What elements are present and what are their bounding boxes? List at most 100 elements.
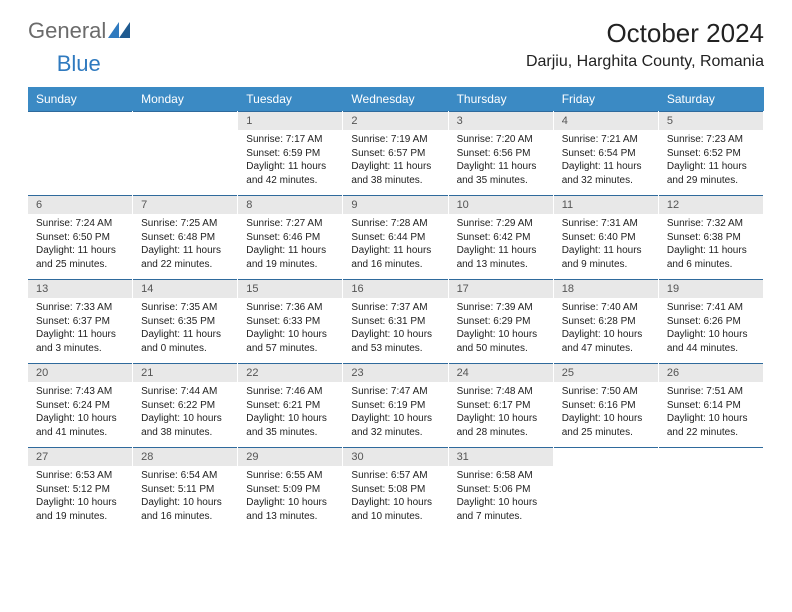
sunset-text: Sunset: 6:28 PM <box>562 315 650 329</box>
calendar-day-cell: 26Sunrise: 7:51 AMSunset: 6:14 PMDayligh… <box>659 363 764 447</box>
calendar-day-cell: 25Sunrise: 7:50 AMSunset: 6:16 PMDayligh… <box>554 363 659 447</box>
day-number: 3 <box>449 112 553 130</box>
calendar-day-cell: 5Sunrise: 7:23 AMSunset: 6:52 PMDaylight… <box>659 111 764 195</box>
day-details: Sunrise: 7:24 AMSunset: 6:50 PMDaylight:… <box>28 214 132 279</box>
day-number: 20 <box>28 364 132 382</box>
sunset-text: Sunset: 6:46 PM <box>246 231 334 245</box>
sunset-text: Sunset: 5:09 PM <box>246 483 334 497</box>
sunset-text: Sunset: 6:57 PM <box>351 147 439 161</box>
calendar-day-cell: 21Sunrise: 7:44 AMSunset: 6:22 PMDayligh… <box>133 363 238 447</box>
calendar-day-cell: 19Sunrise: 7:41 AMSunset: 6:26 PMDayligh… <box>659 279 764 363</box>
logo-icon <box>108 18 130 44</box>
calendar-day-cell: 17Sunrise: 7:39 AMSunset: 6:29 PMDayligh… <box>449 279 554 363</box>
weekday-header: Saturday <box>659 87 764 111</box>
day-details: Sunrise: 7:51 AMSunset: 6:14 PMDaylight:… <box>659 382 763 447</box>
day-details: Sunrise: 7:21 AMSunset: 6:54 PMDaylight:… <box>554 130 658 195</box>
daylight-text: Daylight: 11 hours and 13 minutes. <box>457 244 545 271</box>
sunset-text: Sunset: 6:16 PM <box>562 399 650 413</box>
sunrise-text: Sunrise: 7:46 AM <box>246 385 334 399</box>
daylight-text: Daylight: 10 hours and 47 minutes. <box>562 328 650 355</box>
calendar-day-cell: 31Sunrise: 6:58 AMSunset: 5:06 PMDayligh… <box>449 447 554 531</box>
calendar-day-cell: 15Sunrise: 7:36 AMSunset: 6:33 PMDayligh… <box>238 279 343 363</box>
day-details: Sunrise: 6:57 AMSunset: 5:08 PMDaylight:… <box>343 466 447 531</box>
day-number: 7 <box>133 196 237 214</box>
day-details: Sunrise: 6:54 AMSunset: 5:11 PMDaylight:… <box>133 466 237 531</box>
calendar-day-cell: 18 Sunrise: 7:40 AMSunset: 6:28 PMDayligh… <box>554 279 659 363</box>
daylight-text: Daylight: 10 hours and 28 minutes. <box>457 412 545 439</box>
day-details: Sunrise: 7:37 AMSunset: 6:31 PMDaylight:… <box>343 298 447 363</box>
calendar-day-cell: 8Sunrise: 7:27 AMSunset: 6:46 PMDaylight… <box>238 195 343 279</box>
day-number: 2 <box>343 112 447 130</box>
day-details: Sunrise: 7:43 AMSunset: 6:24 PMDaylight:… <box>28 382 132 447</box>
sunrise-text: Sunrise: 7:48 AM <box>457 385 545 399</box>
daylight-text: Daylight: 10 hours and 38 minutes. <box>141 412 229 439</box>
day-number: 9 <box>343 196 447 214</box>
sunset-text: Sunset: 6:40 PM <box>562 231 650 245</box>
calendar-day-cell: 28Sunrise: 6:54 AMSunset: 5:11 PMDayligh… <box>133 447 238 531</box>
day-details: Sunrise: 6:55 AMSunset: 5:09 PMDaylight:… <box>238 466 342 531</box>
daylight-text: Daylight: 11 hours and 35 minutes. <box>457 160 545 187</box>
day-number: 11 <box>554 196 658 214</box>
day-number: 14 <box>133 280 237 298</box>
day-details: Sunrise: 7:50 AMSunset: 6:16 PMDaylight:… <box>554 382 658 447</box>
sunrise-text: Sunrise: 7:33 AM <box>36 301 124 315</box>
daylight-text: Daylight: 11 hours and 6 minutes. <box>667 244 755 271</box>
day-number: 30 <box>343 448 447 466</box>
daylight-text: Daylight: 11 hours and 38 minutes. <box>351 160 439 187</box>
sunset-text: Sunset: 6:14 PM <box>667 399 755 413</box>
daylight-text: Daylight: 10 hours and 10 minutes. <box>351 496 439 523</box>
weekday-header: Sunday <box>28 87 133 111</box>
sunrise-text: Sunrise: 7:47 AM <box>351 385 439 399</box>
sunrise-text: Sunrise: 7:39 AM <box>457 301 545 315</box>
daylight-text: Daylight: 10 hours and 50 minutes. <box>457 328 545 355</box>
weekday-header: Monday <box>133 87 238 111</box>
day-number: 19 <box>659 280 763 298</box>
sunrise-text: Sunrise: 7:29 AM <box>457 217 545 231</box>
daylight-text: Daylight: 10 hours and 22 minutes. <box>667 412 755 439</box>
day-number: 16 <box>343 280 447 298</box>
sunrise-text: Sunrise: 7:41 AM <box>667 301 755 315</box>
weekday-header: Friday <box>554 87 659 111</box>
sunset-text: Sunset: 6:33 PM <box>246 315 334 329</box>
day-number: 29 <box>238 448 342 466</box>
day-details: Sunrise: 6:58 AMSunset: 5:06 PMDaylight:… <box>449 466 553 531</box>
calendar-day-cell: 11Sunrise: 7:31 AMSunset: 6:40 PMDayligh… <box>554 195 659 279</box>
calendar-day-cell: 20Sunrise: 7:43 AMSunset: 6:24 PMDayligh… <box>28 363 133 447</box>
logo-text-2: Blue <box>57 51 101 77</box>
day-number: 12 <box>659 196 763 214</box>
sunrise-text: Sunrise: 7:51 AM <box>667 385 755 399</box>
weekday-header-row: SundayMondayTuesdayWednesdayThursdayFrid… <box>28 87 764 111</box>
sunset-text: Sunset: 6:44 PM <box>351 231 439 245</box>
month-title: October 2024 <box>526 18 764 49</box>
day-number: 25 <box>554 364 658 382</box>
sunrise-text: Sunrise: 7:31 AM <box>562 217 650 231</box>
day-number: 6 <box>28 196 132 214</box>
day-details: Sunrise: 7:48 AMSunset: 6:17 PMDaylight:… <box>449 382 553 447</box>
sunset-text: Sunset: 6:35 PM <box>141 315 229 329</box>
title-block: October 2024 Darjiu, Harghita County, Ro… <box>526 18 764 71</box>
daylight-text: Daylight: 10 hours and 25 minutes. <box>562 412 650 439</box>
weekday-header: Tuesday <box>238 87 343 111</box>
day-number: 4 <box>554 112 658 130</box>
sunrise-text: Sunrise: 7:40 AM <box>562 301 650 315</box>
day-number: 18 <box>554 280 658 298</box>
daylight-text: Daylight: 10 hours and 19 minutes. <box>36 496 124 523</box>
calendar-day-cell: 3Sunrise: 7:20 AMSunset: 6:56 PMDaylight… <box>449 111 554 195</box>
calendar-week-row: 6Sunrise: 7:24 AMSunset: 6:50 PMDaylight… <box>28 195 764 279</box>
daylight-text: Daylight: 11 hours and 29 minutes. <box>667 160 755 187</box>
sunset-text: Sunset: 6:56 PM <box>457 147 545 161</box>
day-details: Sunrise: 7:27 AMSunset: 6:46 PMDaylight:… <box>238 214 342 279</box>
sunrise-text: Sunrise: 6:57 AM <box>351 469 439 483</box>
sunrise-text: Sunrise: 7:35 AM <box>141 301 229 315</box>
day-details: Sunrise: 7:46 AMSunset: 6:21 PMDaylight:… <box>238 382 342 447</box>
day-number: 31 <box>449 448 553 466</box>
sunrise-text: Sunrise: 7:28 AM <box>351 217 439 231</box>
sunrise-text: Sunrise: 7:43 AM <box>36 385 124 399</box>
calendar-day-cell: 29Sunrise: 6:55 AMSunset: 5:09 PMDayligh… <box>238 447 343 531</box>
daylight-text: Daylight: 11 hours and 22 minutes. <box>141 244 229 271</box>
calendar-week-row: 13Sunrise: 7:33 AMSunset: 6:37 PMDayligh… <box>28 279 764 363</box>
calendar-week-row: 27Sunrise: 6:53 AMSunset: 5:12 PMDayligh… <box>28 447 764 531</box>
calendar-day-cell: 4Sunrise: 7:21 AMSunset: 6:54 PMDaylight… <box>554 111 659 195</box>
sunset-text: Sunset: 6:50 PM <box>36 231 124 245</box>
calendar-table: SundayMondayTuesdayWednesdayThursdayFrid… <box>28 87 764 531</box>
